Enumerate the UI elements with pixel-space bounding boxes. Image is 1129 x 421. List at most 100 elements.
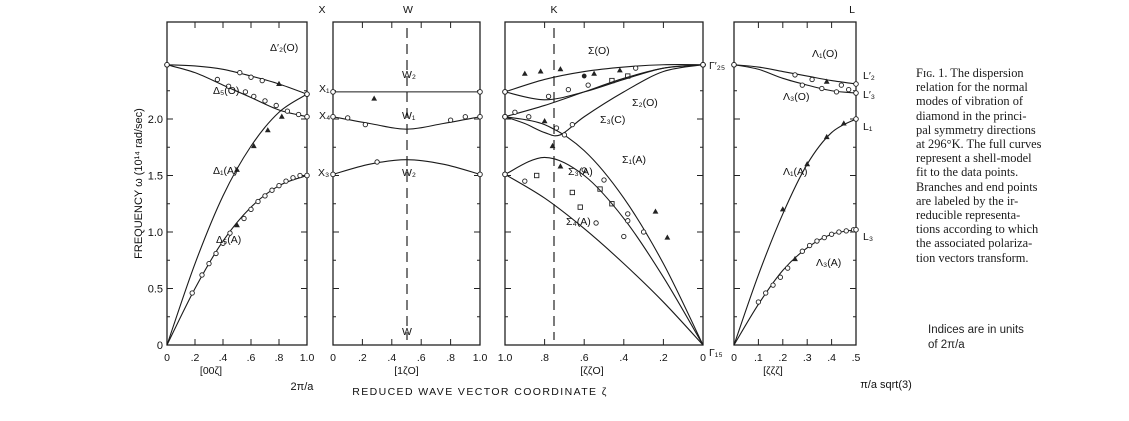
circle-point <box>545 93 552 100</box>
filled-circle-point <box>581 73 587 79</box>
circle-point <box>242 89 249 95</box>
circle-point <box>199 272 205 278</box>
circle-point <box>227 230 233 236</box>
triangle-point <box>234 222 240 228</box>
circle-point <box>362 122 368 128</box>
x-tick-label: .4 <box>619 352 628 364</box>
circle-point <box>828 231 835 237</box>
y-tick-label: 1.0 <box>148 227 163 239</box>
x-tick-label: .5 <box>852 352 861 364</box>
branch-curve <box>166 93 308 346</box>
circle-point <box>785 265 791 271</box>
units-note: Indices are in units of 2π/a <box>928 323 1024 353</box>
y-tick-label: 2.0 <box>148 114 163 126</box>
branch-curve <box>504 116 704 346</box>
branch-curve <box>504 64 704 118</box>
circle-point <box>206 260 212 267</box>
panel-2: 0 .2 .4 .6 .8 1.0 [1ζO] <box>330 21 487 377</box>
panel-1: 0 .2 .4 .6 .8 1.0 [00ζ] 2π/a <box>164 21 315 393</box>
circle-point <box>248 74 254 80</box>
caption-line: Fɪɢ. 1. The dispersion <box>916 66 1024 80</box>
x-axis-title: REDUCED WAVE VECTOR COORDINATE ζ <box>352 386 608 398</box>
point-label: L₁ <box>863 121 873 133</box>
circle-point <box>625 218 631 224</box>
square-point <box>577 204 583 210</box>
circle-point <box>846 86 852 93</box>
point-label: W₂ <box>402 69 416 81</box>
circle-point <box>585 82 591 88</box>
circle-point <box>770 282 776 288</box>
top-label: L <box>849 4 855 16</box>
branch-label: Σ₃(C) <box>600 114 625 126</box>
circle-point <box>777 274 784 280</box>
point-label: W₁ <box>402 110 416 122</box>
point-label: L′₂ <box>863 70 875 82</box>
x-tick-label: 0 <box>700 352 706 364</box>
circle-point <box>819 85 825 92</box>
x-tick-label: 0 <box>731 352 737 364</box>
circle-point <box>806 242 813 249</box>
units-note-line: of 2π/a <box>928 339 965 351</box>
triangle-point <box>371 95 378 101</box>
endpoint-circle <box>502 171 508 178</box>
x-tick-label: .3 <box>803 352 812 364</box>
x-tick-label: .6 <box>247 352 256 364</box>
triangle-point <box>840 120 847 126</box>
x-tick-label: .2 <box>191 352 200 364</box>
x-tick-label: 1.0 <box>498 352 513 364</box>
triangle-point <box>278 113 285 119</box>
endpoint-circle <box>731 62 737 68</box>
direction-label: [1ζO] <box>394 365 419 377</box>
square-point <box>625 73 631 79</box>
circle-point <box>763 290 769 296</box>
circle-point <box>814 238 820 244</box>
circle-point <box>262 193 268 199</box>
branch-label: Σ₄(A) <box>566 216 591 228</box>
triangle-point <box>537 68 544 74</box>
panel-frame <box>332 21 481 346</box>
circle-point <box>447 117 454 123</box>
circle-point <box>792 72 798 78</box>
y-axis-title: FREQUENCY ω (10¹⁴ rad/sec) <box>133 108 145 259</box>
triangle-point <box>804 161 811 167</box>
x-tick-label: .6 <box>580 352 589 364</box>
caption-line: modes of vibration of <box>916 94 1024 109</box>
circle-point <box>526 114 532 120</box>
circle-point <box>283 178 289 184</box>
circle-point <box>522 178 528 184</box>
square-point <box>609 201 615 207</box>
circle-point <box>295 111 302 118</box>
circle-point <box>799 82 805 88</box>
caption-line: tions according to which <box>916 222 1039 237</box>
circle-point <box>269 187 275 193</box>
circle-point <box>259 77 265 84</box>
circle-point <box>821 234 827 241</box>
caption-line: tion vectors transform. <box>916 250 1029 265</box>
caption-line: at 296°K. The full curves <box>916 137 1042 152</box>
unit-label: 2π/a <box>291 381 315 393</box>
circle-point <box>553 125 560 131</box>
circle-point <box>621 233 627 240</box>
x-tick-label: .4 <box>219 352 228 364</box>
circle-point <box>220 240 226 246</box>
x-tick-label: 0 <box>164 352 170 364</box>
circle-point <box>633 65 639 71</box>
endpoint-circle <box>477 171 483 178</box>
point-label: X₁ <box>319 83 330 95</box>
caption-line: are labeled by the ir- <box>916 193 1019 208</box>
endpoint-circle <box>330 171 336 178</box>
circle-point <box>561 132 568 138</box>
caption-line: represent a shell-model <box>916 151 1032 166</box>
branch-curve <box>733 64 857 94</box>
circle-point <box>374 159 380 165</box>
circle-point <box>581 167 587 173</box>
circle-point <box>214 76 221 83</box>
circle-point <box>755 299 762 305</box>
circle-point <box>284 108 291 114</box>
dispersion-curves <box>166 64 857 346</box>
triangle-point <box>541 118 548 124</box>
panel-3: 1.0 .8 .6 .4 .2 0 [ζζO] <box>498 21 706 377</box>
triangle-point <box>823 78 830 84</box>
triangle-point <box>779 206 786 212</box>
square-point <box>534 172 540 179</box>
